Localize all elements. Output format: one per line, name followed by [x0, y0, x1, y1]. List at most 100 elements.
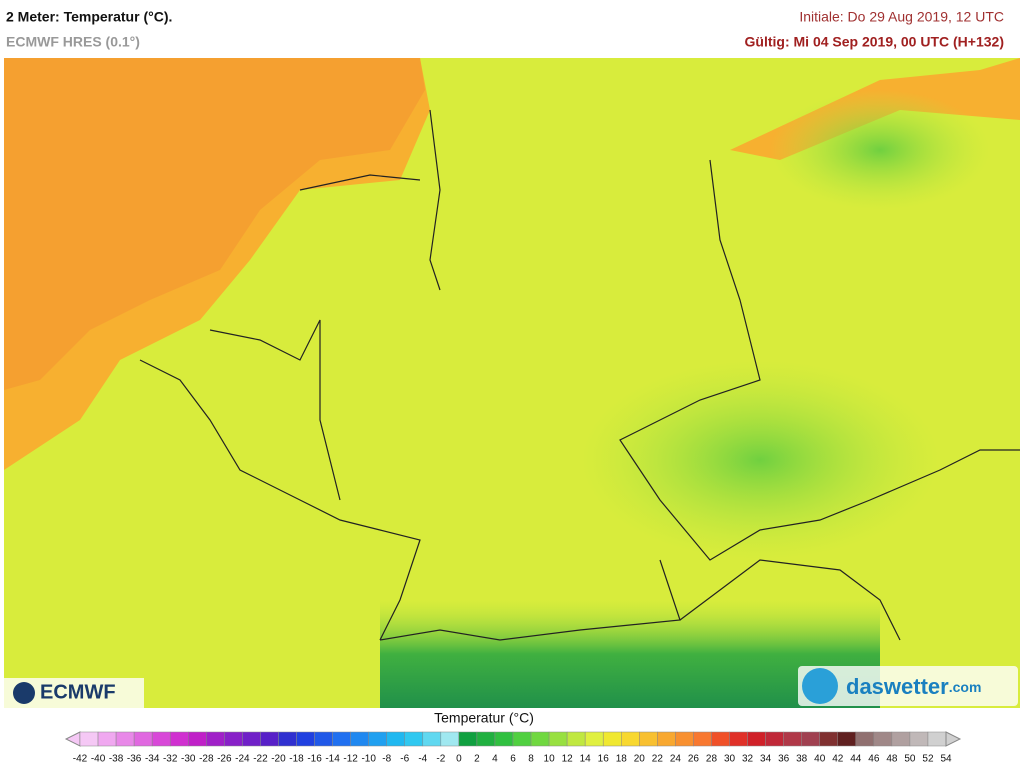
- sea-region-warm: [4, 58, 425, 390]
- color-box: [783, 731, 802, 747]
- colorbar-label: -14: [325, 754, 340, 765]
- colorbar-label: 12: [562, 754, 574, 765]
- colorbar-label: 40: [814, 754, 826, 765]
- colorbar-label: -18: [289, 754, 304, 765]
- colorbar-label: 24: [670, 754, 682, 765]
- colorbar-label: 34: [760, 754, 772, 765]
- color-box: [169, 731, 189, 747]
- colorbar-label: 18: [616, 754, 628, 765]
- color-box: [657, 731, 676, 747]
- colorbar-label: 54: [940, 754, 952, 765]
- colorbar-label: -20: [271, 754, 286, 765]
- color-box: [675, 731, 694, 747]
- color-box: [115, 731, 135, 747]
- color-box: [242, 731, 261, 747]
- colorbar-label: 0: [456, 754, 462, 765]
- ecmwf-icon: [13, 682, 35, 704]
- colorbar-label: 2: [474, 754, 480, 765]
- colorbar-label: 22: [652, 754, 664, 765]
- legend-title: Temperatur (°C): [434, 710, 534, 726]
- colorbar-label: -38: [109, 754, 124, 765]
- colorbar-label: -8: [382, 754, 391, 765]
- color-box: [729, 731, 748, 747]
- color-box: [79, 731, 99, 747]
- daswetter-logo-box: [798, 666, 1018, 706]
- color-box: [927, 731, 947, 747]
- color-box: [368, 731, 387, 747]
- color-box: [151, 731, 171, 747]
- colorbar-label: 4: [492, 754, 498, 765]
- color-box: [873, 731, 893, 747]
- color-box: [548, 731, 568, 747]
- color-box: [530, 731, 550, 747]
- colorbar-label: 30: [724, 754, 736, 765]
- color-box: [494, 731, 514, 747]
- color-box: [422, 731, 442, 747]
- colorbar-label: -34: [145, 754, 160, 765]
- color-box: [133, 731, 153, 747]
- colorbar-label: 20: [634, 754, 646, 765]
- color-box: [512, 731, 532, 747]
- color-box: [296, 731, 315, 747]
- color-box: [801, 731, 820, 747]
- colorbar-label: 6: [510, 754, 516, 765]
- color-box: [278, 731, 297, 747]
- poland-green: [770, 90, 990, 210]
- color-box: [855, 731, 875, 747]
- color-box: [332, 731, 351, 747]
- colorbar-label: 42: [832, 754, 844, 765]
- colorbar-label: -28: [199, 754, 214, 765]
- ecmwf-logo: ECMWF: [40, 681, 116, 703]
- colorbar-label: 28: [706, 754, 718, 765]
- color-box: [224, 731, 243, 747]
- color-box: [819, 731, 838, 747]
- colorbar-label: -16: [307, 754, 322, 765]
- colorbar-label: -24: [235, 754, 250, 765]
- daswetter-icon: [802, 668, 838, 704]
- colorbar-label: -4: [418, 754, 427, 765]
- colorbar-label: -10: [361, 754, 376, 765]
- color-box: [621, 731, 640, 747]
- alps: [380, 600, 880, 708]
- arrow-right: [945, 731, 962, 747]
- czech-green: [580, 360, 940, 560]
- color-box: [350, 731, 369, 747]
- colorbar-label: -30: [181, 754, 196, 765]
- colorbar-label: -40: [91, 754, 106, 765]
- logo-name: daswetter: [846, 674, 949, 699]
- colorbar-label: 52: [922, 754, 934, 765]
- color-box: [693, 731, 712, 747]
- color-box: [566, 731, 586, 747]
- colorbar: -42 -40 -38 -36 -34 -32 -30 -28 -26 -24 -22 -20 -18-…: [64, 731, 962, 765]
- colorbar-label: -32: [163, 754, 178, 765]
- colorbar-label: 16: [598, 754, 610, 765]
- color-box: [260, 731, 279, 747]
- map-title: 2 Meter: Temperatur (°C).: [6, 9, 172, 25]
- colorbar-label: -36: [127, 754, 142, 765]
- color-box: [584, 731, 604, 747]
- colorbar-label: 10: [544, 754, 556, 765]
- colorbar-label: -42: [73, 754, 88, 765]
- color-box: [188, 731, 207, 747]
- daswetter-logo: daswetter.com: [846, 674, 981, 699]
- color-box: [476, 731, 496, 747]
- colorbar-label: -6: [400, 754, 409, 765]
- color-box: [639, 731, 658, 747]
- colorbar-label: 36: [778, 754, 790, 765]
- colorbar-label: 14: [580, 754, 592, 765]
- color-box: [765, 731, 784, 747]
- colorbar-label: -22: [253, 754, 268, 765]
- color-box: [386, 731, 406, 747]
- borders: [139, 109, 1020, 641]
- colorbar-label: 46: [868, 754, 880, 765]
- valid-time: Gültig: Mi 04 Sep 2019, 00 UTC (H+132): [745, 34, 1004, 50]
- colorbar-label: 44: [850, 754, 862, 765]
- color-box: [747, 731, 766, 747]
- color-box: [440, 731, 460, 747]
- logo-suffix: .com: [949, 679, 982, 695]
- color-box: [891, 731, 911, 747]
- colorbar-label: 26: [688, 754, 700, 765]
- color-box: [711, 731, 730, 747]
